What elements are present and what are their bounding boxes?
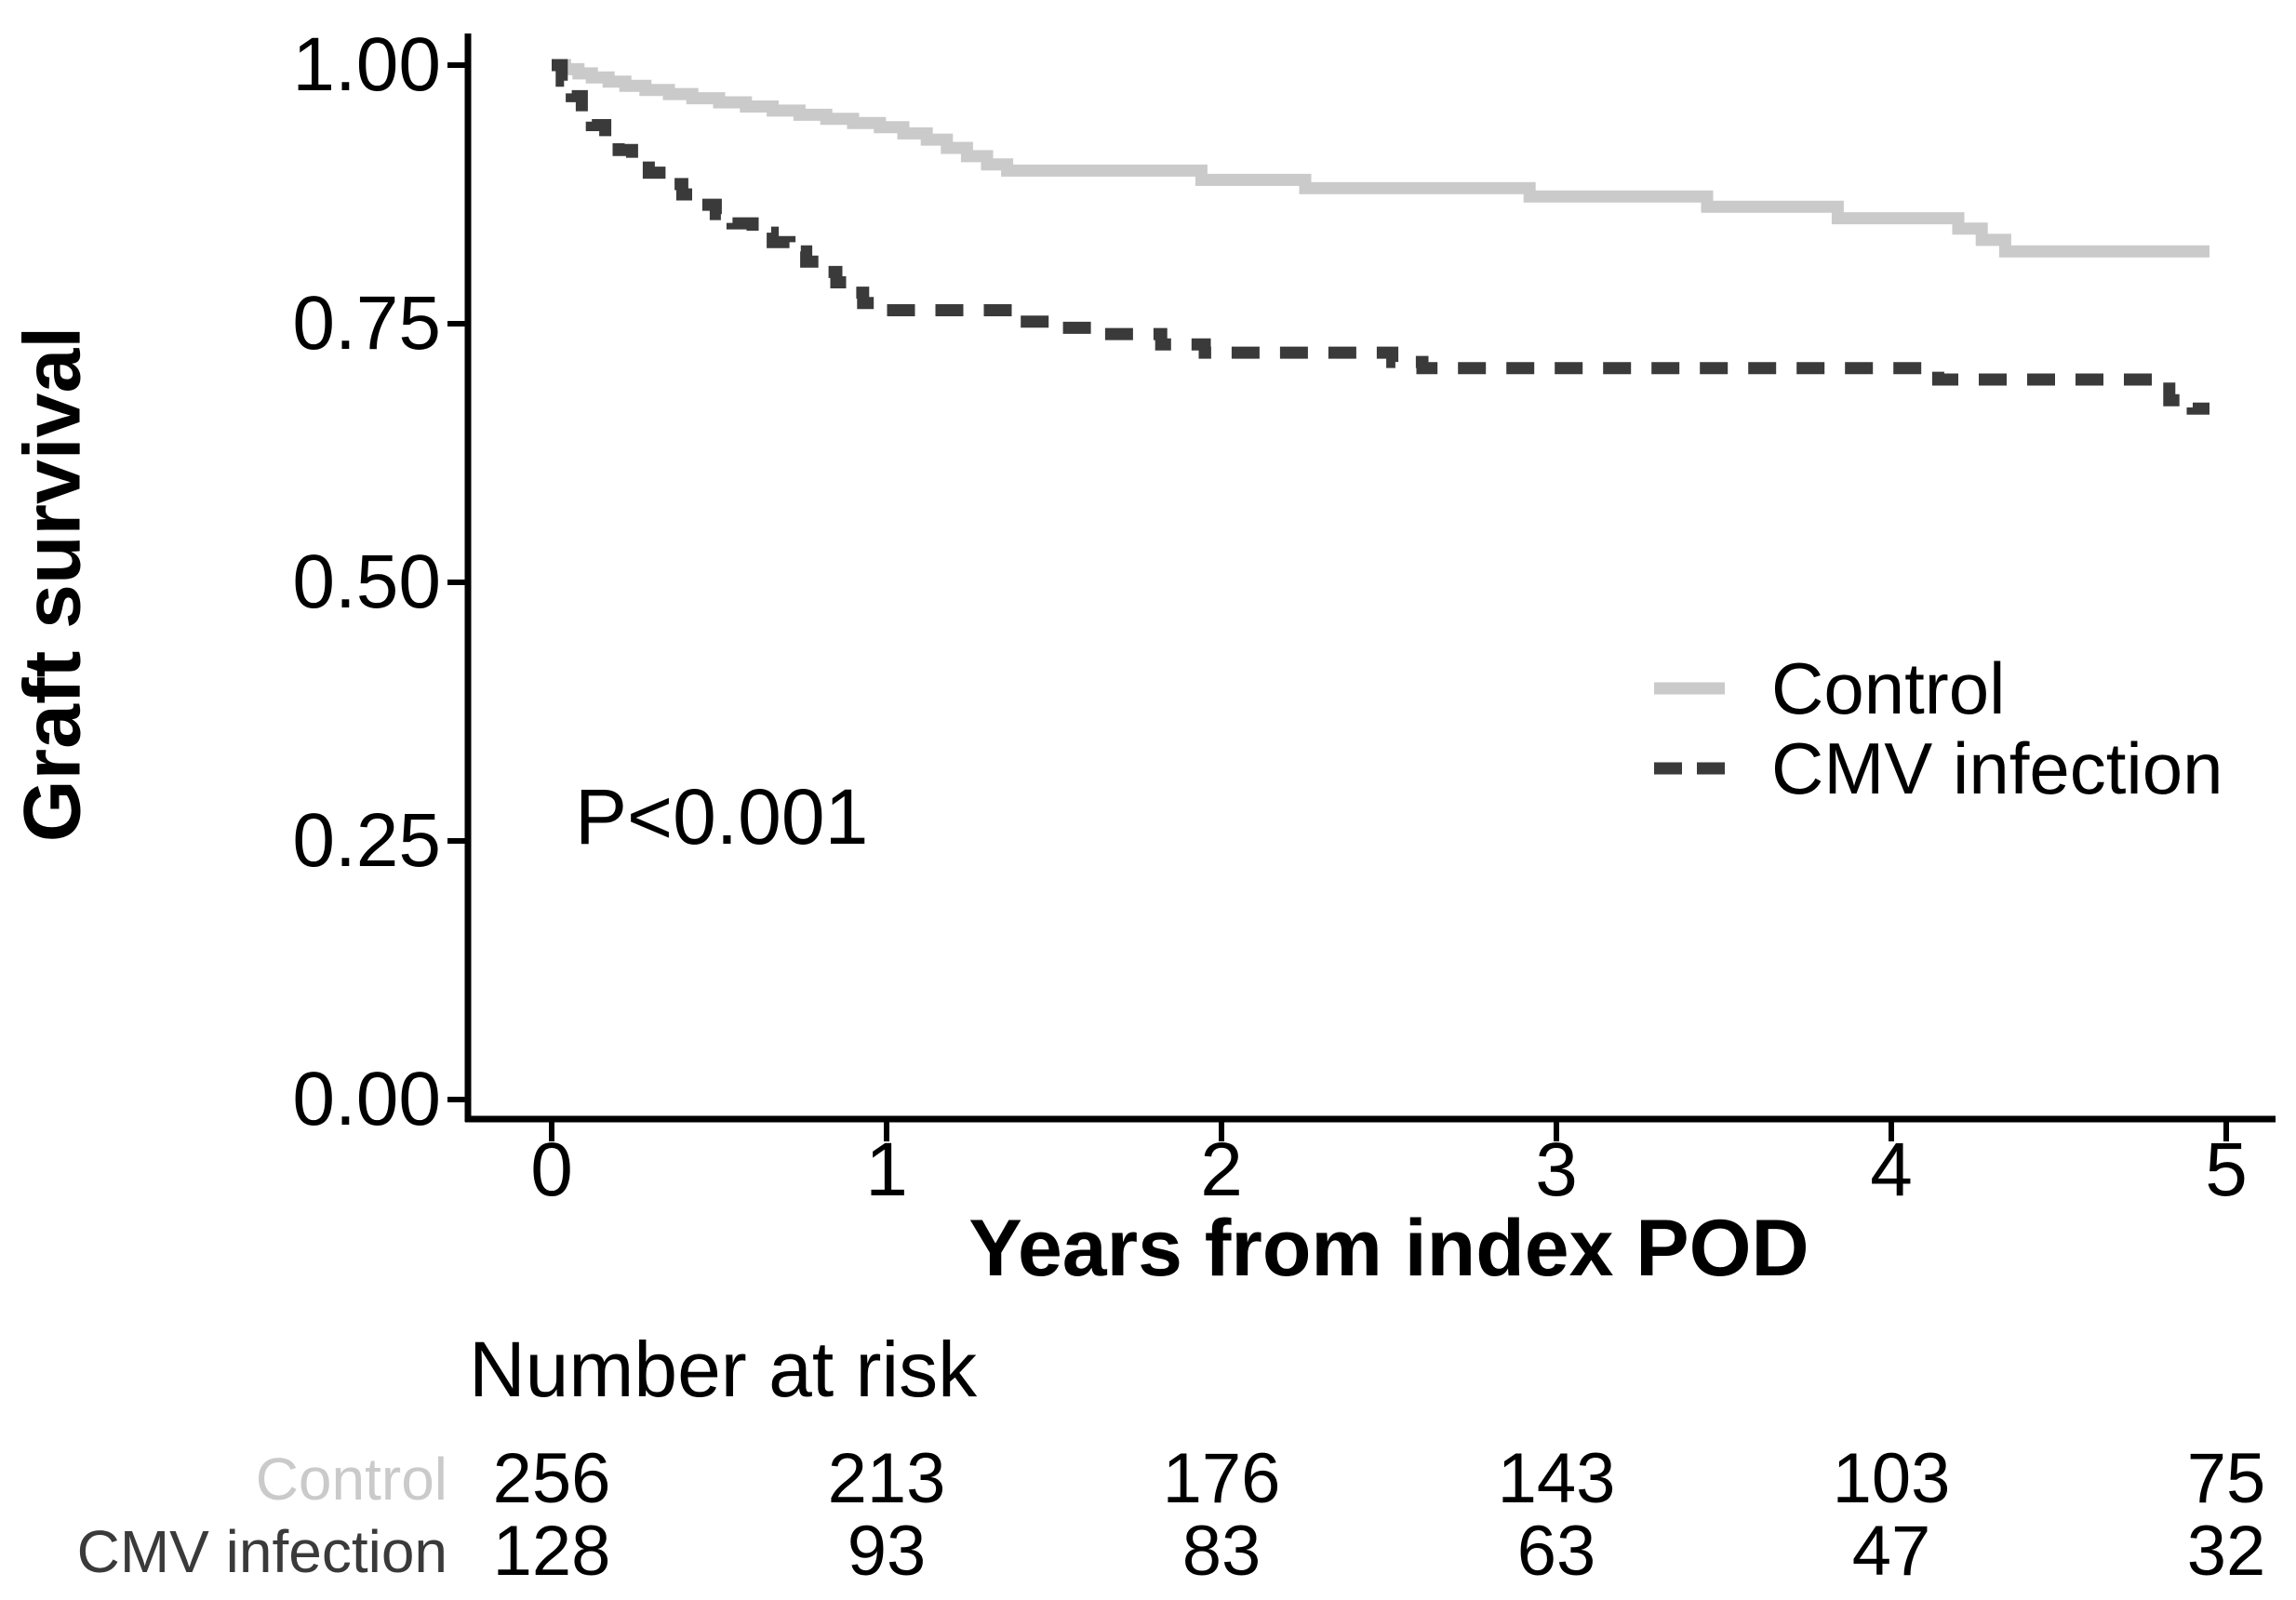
risk-count: 143 bbox=[1497, 1439, 1616, 1518]
x-tick-label: 2 bbox=[1200, 1127, 1243, 1212]
risk-count: 75 bbox=[2186, 1439, 2266, 1518]
y-tick-label: 0.00 bbox=[292, 1057, 441, 1141]
risk-count: 176 bbox=[1162, 1439, 1281, 1518]
legend-label-cmv-infection: CMV infection bbox=[1771, 727, 2223, 809]
risk-table-title: Number at risk bbox=[469, 1326, 978, 1413]
y-tick-label: 1.00 bbox=[292, 22, 441, 107]
p-value-annotation: P<0.001 bbox=[575, 773, 869, 860]
risk-count: 256 bbox=[492, 1439, 611, 1518]
x-axis-title: Years from index POD bbox=[968, 1204, 1809, 1293]
x-tick-label: 4 bbox=[1870, 1127, 1913, 1212]
risk-row-label-control: Control bbox=[255, 1446, 447, 1513]
risk-count: 128 bbox=[492, 1512, 611, 1591]
cmv-dashed-line-key-icon bbox=[1654, 762, 1725, 775]
legend-item-cmv-infection: CMV infection bbox=[1652, 726, 2223, 811]
risk-count: 32 bbox=[2186, 1512, 2266, 1591]
y-tick-label: 0.50 bbox=[292, 540, 441, 624]
x-tick-label: 1 bbox=[865, 1127, 908, 1212]
y-tick-label: 0.75 bbox=[292, 281, 441, 366]
risk-count: 83 bbox=[1181, 1512, 1261, 1591]
y-axis-title: Graft survival bbox=[7, 326, 98, 843]
risk-count: 93 bbox=[847, 1512, 927, 1591]
x-tick-label: 5 bbox=[2205, 1127, 2248, 1212]
risk-count: 63 bbox=[1516, 1512, 1596, 1591]
curve-cmv-infection bbox=[552, 59, 2209, 415]
curve-control bbox=[552, 59, 2209, 258]
y-tick-label: 0.25 bbox=[292, 798, 441, 883]
risk-count: 103 bbox=[1832, 1439, 1951, 1518]
x-tick-label: 3 bbox=[1535, 1127, 1578, 1212]
risk-count: 47 bbox=[1851, 1512, 1931, 1591]
legend-label-control: Control bbox=[1771, 647, 2006, 729]
x-tick-label: 0 bbox=[530, 1127, 573, 1212]
risk-count: 213 bbox=[827, 1439, 946, 1518]
control-line-key-icon bbox=[1654, 682, 1725, 695]
risk-row-label-cmv-infection: CMV infection bbox=[76, 1518, 447, 1585]
legend-item-control: Control bbox=[1652, 646, 2005, 731]
